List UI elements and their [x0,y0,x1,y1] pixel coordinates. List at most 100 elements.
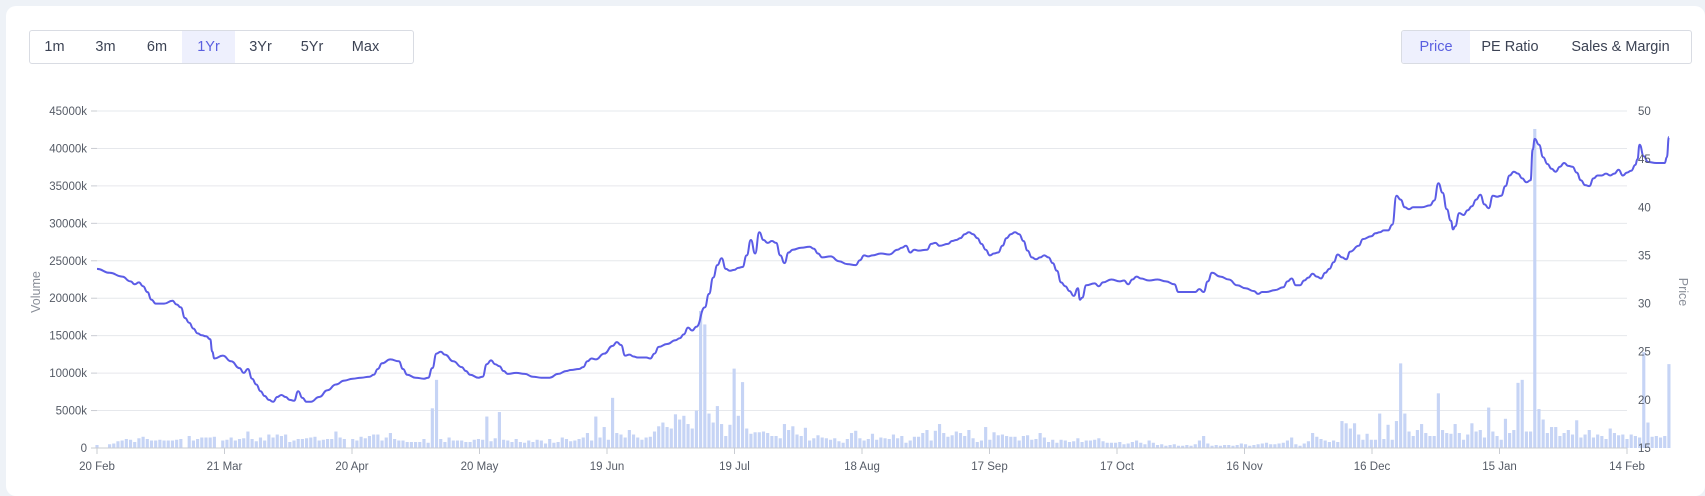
volume-bar [258,437,263,448]
metric-tab-sales-margin[interactable]: Sales & Margin [1550,31,1691,63]
volume-bar [1549,427,1554,448]
metric-tabs: Price PE Ratio Sales & Margin [1401,30,1692,64]
volume-bar [242,438,246,448]
volume-bar [1378,413,1382,448]
volume-bar [803,427,807,448]
volume-bar [279,436,284,448]
range-tab-1yr[interactable]: 1Yr [182,31,235,63]
volume-bar [1537,409,1541,448]
metric-tab-price[interactable]: Price [1402,31,1470,63]
volume-bar [761,431,766,448]
volume-bar [577,439,581,448]
volume-bar [1390,439,1394,448]
volume-bar [535,439,539,448]
date-axis-ticks: 20 Feb 21 Mar 20 Apr 20 May 19 Jun 19 Jul 18 A… [79,447,1645,473]
volume-bar [1063,440,1067,448]
volume-bar [556,442,560,448]
date-tick-label: 14 Feb [1609,461,1645,473]
volume-bar [300,439,304,448]
volume-bar [971,438,975,448]
volume-bar [841,442,845,448]
volume-bar [1562,433,1566,448]
date-tick-label: 20 Apr [335,461,368,473]
volume-bar [1306,441,1310,448]
volume-bar [1428,436,1432,448]
price-tick-label: 25 [1638,347,1651,359]
price-tick-label: 50 [1638,106,1651,118]
volume-bar [288,442,292,448]
volume-bar [912,436,916,448]
volume-bar [682,415,686,448]
date-tick-label: 17 Oct [1100,461,1135,473]
volume-bar [1172,444,1176,448]
volume-tick-label: 45000k [49,106,87,118]
volume-bar [548,439,552,448]
range-tab-max[interactable]: Max [338,31,393,63]
range-tab-1m[interactable]: 1m [30,31,79,63]
volume-bar [1055,442,1059,448]
volume-bar [1076,438,1080,448]
range-tab-3yr[interactable]: 3Yr [235,31,286,63]
volume-bar [1176,445,1181,448]
volume-bar [1235,445,1239,448]
volume-bar [108,444,112,448]
volume-bar [1030,439,1034,448]
volume-tick-label: 0 [81,443,87,455]
volume-bar [1579,437,1583,448]
metric-tab-pe-ratio[interactable]: PE Ratio [1470,31,1550,63]
volume-bar [1617,435,1621,448]
volume-bar [464,442,468,448]
volume-bar [468,442,472,448]
volume-bar [426,442,430,448]
volume-bar [225,439,229,448]
volume-bar [497,412,501,448]
range-tab-3m[interactable]: 3m [79,31,132,63]
range-tab-5yr[interactable]: 5Yr [286,31,338,63]
volume-bar [694,410,698,448]
volume-bar [1583,434,1587,448]
volume-bar [1038,433,1042,448]
volume-bar [1017,440,1021,448]
volume-bar [1101,441,1105,448]
volume-bar [1114,442,1118,448]
volume-bar [1248,445,1252,448]
volume-bar [799,436,803,448]
volume-bar [954,431,958,448]
volume-bar [720,424,724,448]
volume-bar [1214,445,1218,448]
volume-bar [1524,431,1528,448]
volume-bar [858,438,862,448]
volume-bar [1403,413,1407,448]
volume-bar [753,432,757,448]
volume-bar [1411,436,1415,448]
volume-bar [380,440,384,448]
volume-bar [506,440,510,448]
volume-bar [1508,433,1512,448]
volume-bar [1348,428,1352,448]
price-tick-label: 35 [1638,250,1651,262]
volume-bar [170,440,175,448]
volume-bar [833,438,837,448]
volume-bar [455,440,460,448]
volume-bar [149,440,154,448]
volume-bar [200,437,204,448]
volume-bar [606,439,610,448]
volume-bar [141,436,145,448]
volume-bar [879,437,883,448]
volume-bar [1340,421,1344,448]
volume-bar [1185,445,1189,448]
range-tab-6m[interactable]: 6m [132,31,182,63]
volume-bar [1533,128,1537,448]
volume-bar [221,440,225,448]
volume-bar [133,442,137,448]
price-tick-label: 20 [1638,395,1651,407]
price-tick-label: 15 [1638,443,1651,455]
volume-bar [854,430,858,448]
volume-bar [979,440,984,448]
volume-bar [1453,424,1457,448]
volume-bar [1273,444,1277,448]
volume-bar [313,436,317,448]
volume-bar [1457,433,1461,448]
volume-bar [732,368,736,448]
volume-tick-label: 5000k [56,406,88,418]
